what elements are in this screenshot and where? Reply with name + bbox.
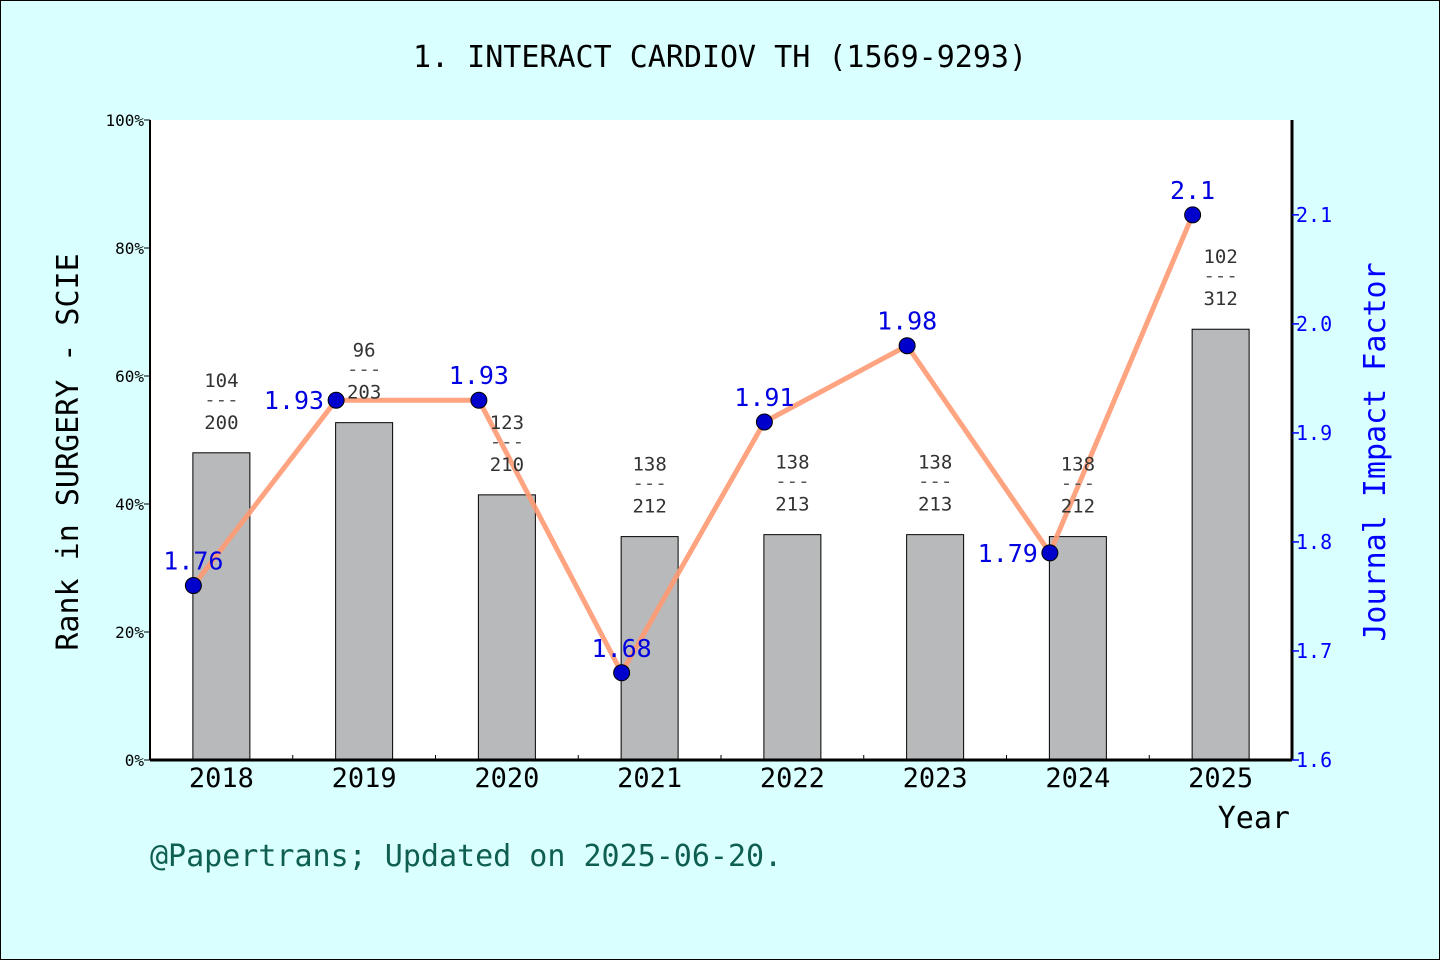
left-tick-label: 20% bbox=[115, 623, 144, 642]
footer-credit: @Papertrans; Updated on 2025-06-20. bbox=[150, 839, 782, 874]
total-label: 312 bbox=[1203, 288, 1237, 310]
plot-area bbox=[150, 120, 1292, 760]
jif-point-2022 bbox=[755, 413, 773, 431]
rank-label: 138 bbox=[632, 454, 666, 476]
jif-label: 1.79 bbox=[978, 539, 1038, 568]
x-axis-label: Year bbox=[1218, 801, 1290, 836]
right-tick-label: 1.6 bbox=[1296, 748, 1332, 772]
x-tick-label: 2022 bbox=[760, 763, 825, 794]
jif-line bbox=[191, 213, 1195, 676]
x-tick-label: 2018 bbox=[189, 763, 254, 794]
rank-label: 104 bbox=[204, 370, 238, 392]
left-tick-label: 60% bbox=[115, 367, 144, 386]
right-tick-label: 1.7 bbox=[1296, 639, 1332, 663]
rank-divider: --- bbox=[1203, 265, 1237, 287]
jif-label: 1.93 bbox=[264, 386, 324, 415]
x-tick-label: 2024 bbox=[1045, 763, 1110, 794]
rank-label: 102 bbox=[1203, 246, 1237, 268]
jif-point-2020 bbox=[470, 391, 488, 409]
x-tick-label: 2021 bbox=[617, 763, 682, 794]
right-axis-label: Journal Impact Factor bbox=[1358, 262, 1393, 641]
right-tick-label: 2.0 bbox=[1296, 312, 1332, 336]
rank-divider: --- bbox=[775, 471, 809, 493]
x-tick-label: 2020 bbox=[474, 763, 539, 794]
total-label: 212 bbox=[632, 496, 666, 518]
bar-2020 bbox=[477, 494, 536, 761]
jif-point-2019 bbox=[327, 391, 345, 409]
total-label: 210 bbox=[490, 454, 524, 476]
x-tick-label: 2023 bbox=[903, 763, 968, 794]
bar-2021 bbox=[620, 536, 679, 761]
left-axis-label: Rank in SURGERY - SCIE bbox=[51, 253, 86, 650]
jif-point-2018 bbox=[184, 577, 202, 595]
rank-label: 123 bbox=[490, 412, 524, 434]
rank-label: 138 bbox=[775, 452, 809, 474]
bar-2024 bbox=[1048, 536, 1107, 761]
rank-divider: --- bbox=[490, 431, 524, 453]
right-tick-label: 2.1 bbox=[1296, 203, 1332, 227]
jif-point-2023 bbox=[898, 337, 916, 355]
total-label: 212 bbox=[1061, 496, 1095, 518]
rank-divider: --- bbox=[918, 471, 952, 493]
rank-divider: --- bbox=[347, 359, 381, 381]
jif-point-2024 bbox=[1041, 544, 1059, 562]
total-label: 213 bbox=[918, 494, 952, 516]
x-tick-label: 2019 bbox=[332, 763, 397, 794]
jif-label: 1.76 bbox=[163, 547, 223, 576]
jif-label: 2.1 bbox=[1170, 176, 1215, 205]
jif-point-2025 bbox=[1184, 206, 1202, 224]
rank-label: 138 bbox=[918, 452, 952, 474]
bar-2019 bbox=[335, 422, 394, 761]
bar-2025 bbox=[1191, 328, 1250, 761]
right-tick-label: 1.8 bbox=[1296, 530, 1332, 554]
rank-divider: --- bbox=[1061, 473, 1095, 495]
left-tick-label: 40% bbox=[115, 495, 144, 514]
chart-title: 1. INTERACT CARDIOV TH (1569-9293) bbox=[413, 40, 1027, 75]
jif-label: 1.98 bbox=[877, 307, 937, 336]
left-tick-label: 80% bbox=[115, 239, 144, 258]
right-tick-label: 1.9 bbox=[1296, 421, 1332, 445]
bar-2022 bbox=[763, 534, 822, 761]
rank-label: 138 bbox=[1061, 454, 1095, 476]
bar-2023 bbox=[906, 534, 965, 761]
jif-point-2021 bbox=[613, 664, 631, 682]
x-tick-label: 2025 bbox=[1188, 763, 1253, 794]
total-label: 200 bbox=[204, 412, 238, 434]
rank-label: 96 bbox=[353, 340, 376, 362]
jif-label: 1.93 bbox=[449, 361, 509, 390]
rank-divider: --- bbox=[204, 389, 238, 411]
left-tick-label: 100% bbox=[105, 111, 144, 130]
total-label: 203 bbox=[347, 382, 381, 404]
total-label: 213 bbox=[775, 494, 809, 516]
left-tick-label: 0% bbox=[125, 751, 145, 770]
jif-label: 1.91 bbox=[734, 383, 794, 412]
bar-2018 bbox=[192, 452, 251, 761]
jif-label: 1.68 bbox=[592, 634, 652, 663]
rank-divider: --- bbox=[632, 473, 666, 495]
